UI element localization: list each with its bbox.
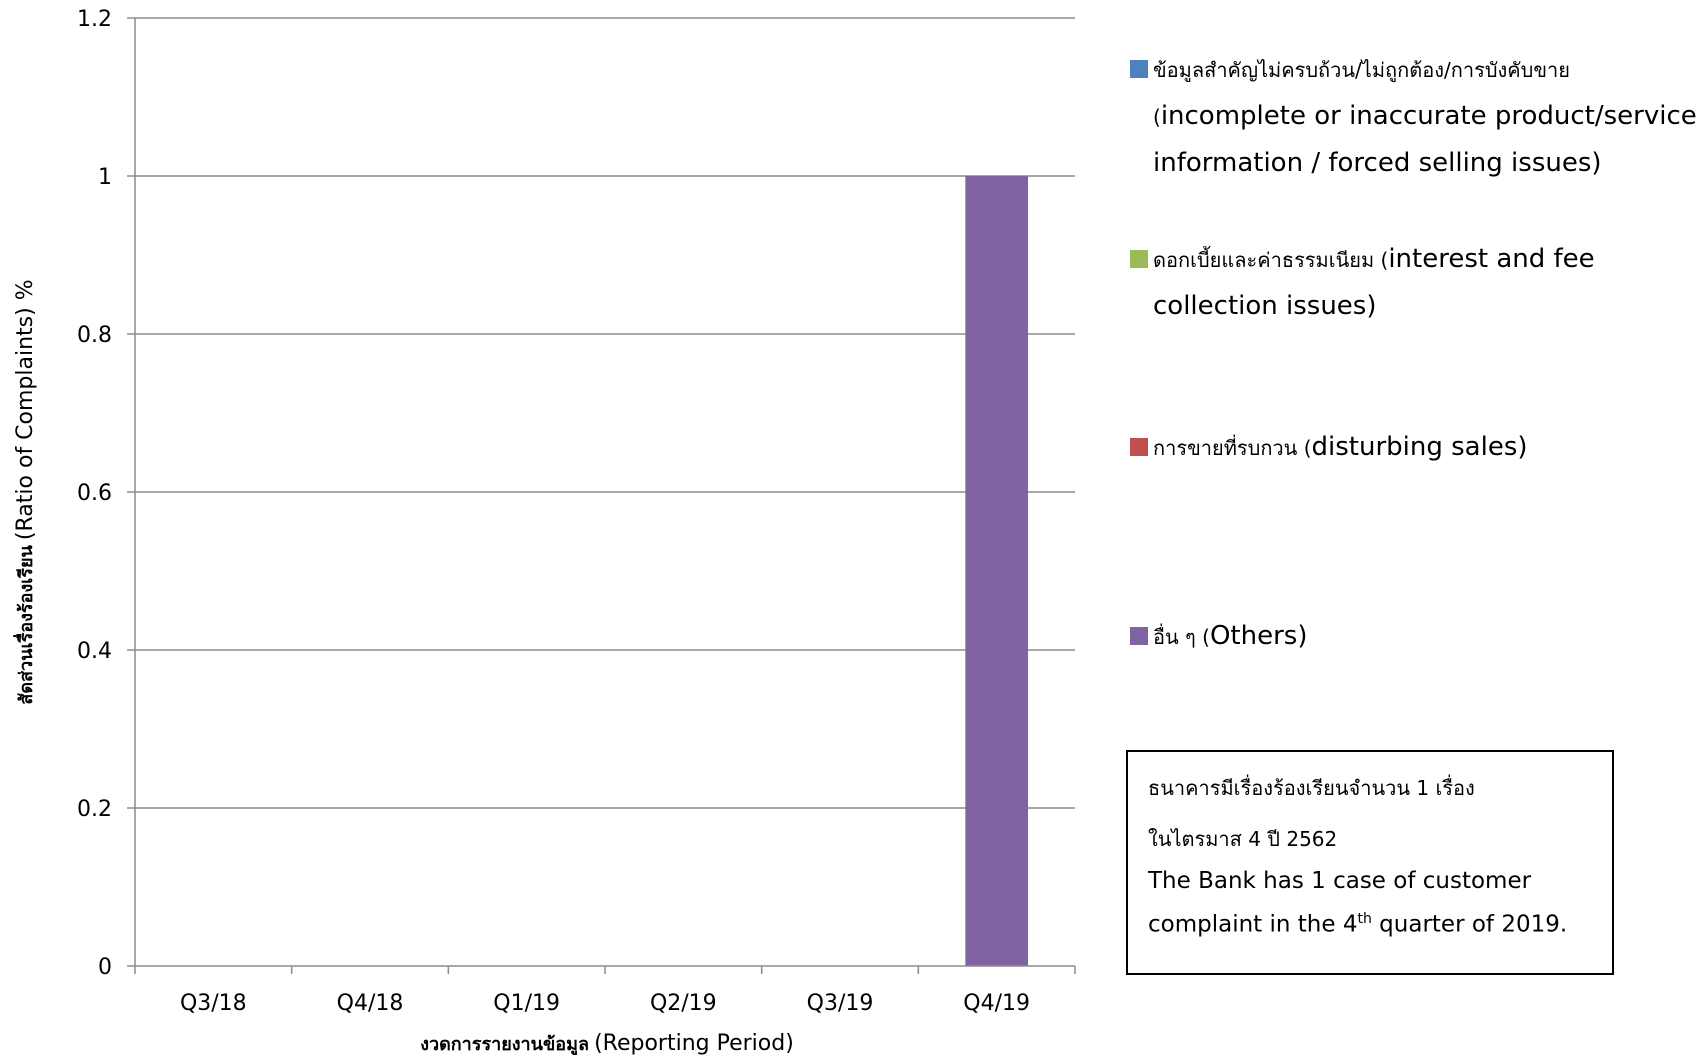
x-tick-label: Q3/18 [180,991,247,1016]
legend-thai-info: ข้อมูลสำคัญไม่ครบถ้วน/ไม่ถูกต้อง/การบังค… [1153,58,1570,82]
y-tick-label: 1 [98,165,112,190]
legend-item-disturbing: การขายที่รบกวน (disturbing sales) [1130,424,1700,471]
note-en-part2: quarter of 2019. [1371,911,1568,938]
note-box: ธนาคารมีเรื่องร้องเรียนจำนวน 1 เรื่อง ใน… [1126,750,1614,975]
legend-item-info: ข้อมูลสำคัญไม่ครบถ้วน/ไม่ถูกต้อง/การบังค… [1130,46,1700,186]
y-axis-title-en: (Ratio of Complaints) % [13,279,38,540]
note-en-sup: th [1357,911,1372,927]
x-axis-title-en: (Reporting Period) [594,1031,794,1055]
legend-en-disturbing: disturbing sales) [1311,432,1528,462]
y-tick-label: 0.8 [77,323,112,348]
legend-swatch-fee [1130,250,1148,268]
y-tick-label: 0.2 [77,797,112,822]
x-axis-title-thai: งวดการรายงานข้อมูล [420,1034,589,1055]
note-english: The Bank has 1 case of customer complain… [1148,862,1588,944]
axes [127,17,1076,974]
legend-open-info: ( [1153,105,1161,129]
legend-text-disturbing: การขายที่รบกวน (disturbing sales) [1130,424,1700,471]
legend-thai-others: อื่น ๆ [1153,625,1196,649]
y-tick-label: 0.4 [77,639,112,664]
note-thai-line2: ในไตรมาส 4 ปี 2562 [1148,827,1338,851]
legend-text-info: ข้อมูลสำคัญไม่ครบถ้วน/ไม่ถูกต้อง/การบังค… [1130,46,1700,186]
legend-open-others: ( [1195,625,1210,649]
note-thai-line1: ธนาคารมีเรื่องร้องเรียนจำนวน 1 เรื่อง [1148,776,1475,800]
y-axis-title-thai: สัดส่วนเรื่องร้องเรียน [13,544,37,704]
x-tick-label: Q4/19 [963,991,1030,1016]
x-tick-label: Q3/19 [807,991,874,1016]
legend-swatch-others [1130,627,1148,645]
x-tick-labels: Q3/18 Q4/18 Q1/19 Q2/19 Q3/19 Q4/19 [180,991,1030,1016]
y-tick-label: 0.6 [77,481,112,506]
legend-en-info: incomplete or inaccurate product/service… [1153,101,1697,178]
legend-text-others: อื่น ๆ (Others) [1130,613,1700,660]
legend-thai-fee: ดอกเบี้ยและค่าธรรมเนียม [1153,248,1375,272]
legend-item-fee: ดอกเบี้ยและค่าธรรมเนียม (interest and fe… [1130,236,1700,329]
chart: 00.20.40.60.811.2 Q3/18 Q4/18 Q1/19 Q2/19 Q3… [13,7,1076,1055]
gridlines [135,17,1075,809]
legend-swatch-disturbing [1130,438,1148,456]
legend-item-others: อื่น ๆ (Others) [1130,613,1700,660]
x-tick-label: Q4/18 [337,991,404,1016]
legend-thai-disturbing: การขายที่รบกวน [1153,436,1298,460]
x-tick-label: Q2/19 [650,991,717,1016]
bar-Q4-19-series-3 [965,176,1028,966]
legend-en-others: Others) [1209,621,1308,651]
y-tick-label: 0 [98,955,112,980]
legend-en-fee: interest and fee collection issues) [1153,244,1595,321]
legend-open-disturbing: ( [1297,436,1312,460]
legend-text-fee: ดอกเบี้ยและค่าธรรมเนียม (interest and fe… [1130,236,1700,329]
y-tick-label: 1.2 [77,7,112,32]
legend-open-fee: ( [1374,248,1389,272]
x-axis-title: งวดการรายงานข้อมูล (Reporting Period) [420,1031,794,1055]
bars [965,176,1028,966]
y-tick-labels: 0 0.2 0.4 0.6 0.8 1 1.2 [77,7,112,980]
y-axis-title: สัดส่วนเรื่องร้องเรียน (Ratio of Complai… [13,279,38,704]
legend-swatch-info [1130,60,1148,78]
note-en-part1: The Bank has 1 case of customer complain… [1148,868,1532,938]
x-tick-label: Q1/19 [493,991,560,1016]
